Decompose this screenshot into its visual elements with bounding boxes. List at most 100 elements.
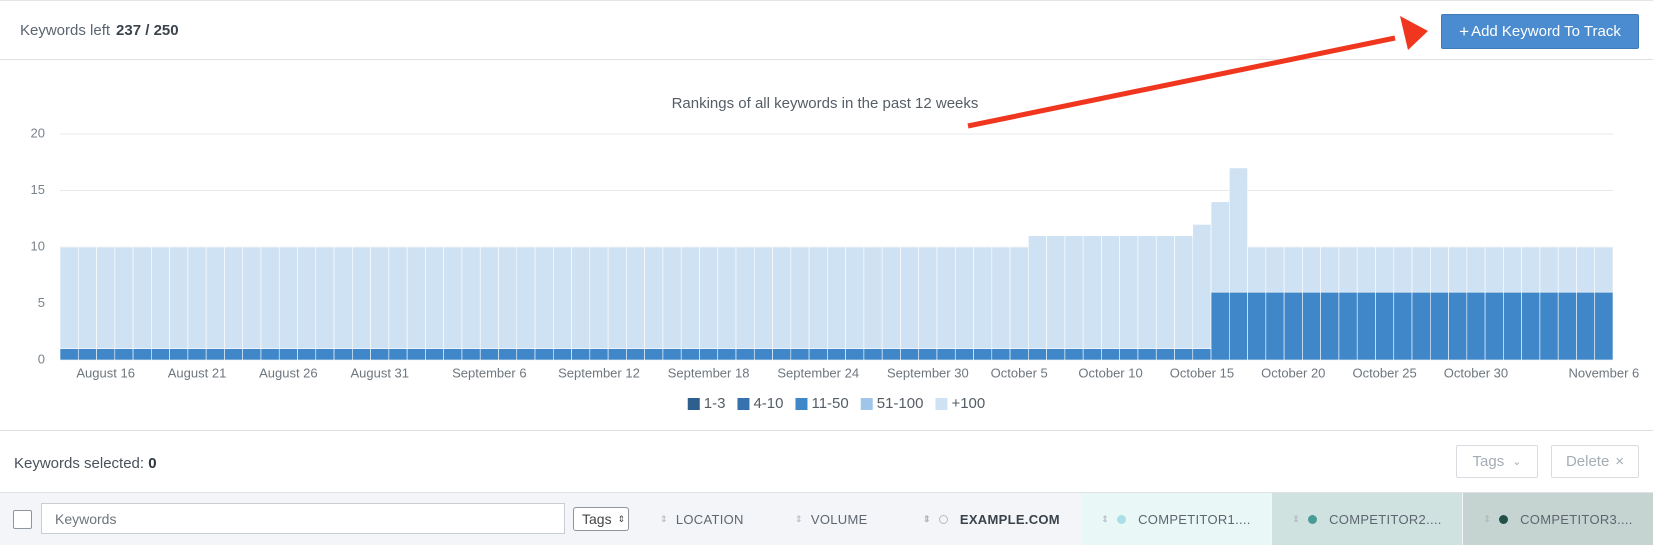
bar-segment	[918, 348, 938, 361]
x-tick-label: August 21	[168, 365, 227, 380]
top-bar: Keywords left 237 / 250 + Add Keyword To T…	[0, 0, 1653, 60]
bar-segment	[1594, 291, 1614, 361]
bar-segment	[954, 246, 974, 349]
delete-button[interactable]: Delete ×	[1551, 445, 1639, 478]
bar-segment	[1247, 291, 1267, 361]
bar-segment	[1137, 235, 1157, 349]
add-keyword-button[interactable]: + Add Keyword To Track	[1441, 14, 1639, 49]
bar-segment	[479, 348, 499, 361]
select-arrows: ⇕	[617, 513, 626, 524]
chart: Rankings of all keywords in the past 12 …	[31, 95, 1640, 412]
bar-segment	[1137, 348, 1157, 361]
sort-icon: ⇕	[1292, 514, 1301, 524]
bar-segment	[881, 348, 901, 361]
sort-icon: ⇕	[923, 514, 931, 524]
bar-segment	[918, 246, 938, 349]
legend-label: 51-100	[877, 395, 924, 412]
bar-segment	[498, 348, 518, 361]
column-competitor2[interactable]: ⇕ COMPETITOR2....	[1272, 493, 1462, 545]
column-competitor1[interactable]: ⇕ COMPETITOR1....	[1081, 493, 1271, 545]
bar-segment	[205, 348, 225, 361]
bar-segment	[1503, 246, 1522, 293]
bar-segment	[1375, 291, 1395, 361]
bar-segment	[114, 348, 134, 361]
bar-segment	[1028, 235, 1047, 349]
keyword-search[interactable]: Keywords	[41, 503, 565, 534]
column-label: EXAMPLE.COM	[959, 512, 1060, 527]
table-header: Keywords Tags ⇕ ⇕ LOCATION ⇕ VOLUME ⇕ EXAMPL…	[0, 492, 1653, 545]
bar-segment	[589, 348, 609, 361]
bar-segment	[278, 348, 298, 361]
bar-segment	[187, 246, 207, 349]
site-dot	[1117, 515, 1127, 524]
bar-segment	[59, 348, 79, 361]
bar-segment	[534, 246, 554, 349]
bar-segment	[114, 246, 134, 349]
bar-segment	[1338, 246, 1358, 293]
arrow-shaft	[967, 35, 1396, 129]
bar-segment	[753, 246, 773, 349]
column-competitor3[interactable]: ⇕ COMPETITOR3....	[1463, 493, 1653, 545]
bar-segment	[753, 348, 773, 361]
bar-segment	[827, 246, 846, 349]
add-keyword-label: Add Keyword To Track	[1471, 23, 1621, 40]
column-example[interactable]: ⇕ EXAMPLE.COM	[923, 493, 1060, 545]
bar-segment	[1210, 201, 1230, 293]
legend-swatch	[687, 398, 700, 410]
bar-segment	[626, 348, 645, 361]
bar-segment	[607, 348, 627, 361]
x-tick-label: October 20	[1261, 365, 1325, 380]
bar-segment	[973, 348, 993, 361]
bar-segment	[1484, 291, 1504, 361]
bar-segment	[699, 348, 719, 361]
bar-segment	[1265, 291, 1285, 361]
bar-segment	[900, 348, 920, 361]
column-location[interactable]: ⇕ LOCATION	[660, 493, 744, 545]
bar-segment	[260, 246, 280, 349]
bar-segment	[790, 348, 810, 361]
bar-segment	[224, 246, 244, 349]
bar-segment	[461, 246, 481, 349]
bar-segment	[297, 348, 317, 361]
bar-segment	[1119, 348, 1139, 361]
bar-segment	[224, 348, 244, 361]
tags-select[interactable]: Tags ⇕	[573, 507, 629, 531]
bar-segment	[1101, 235, 1120, 349]
bar-segment	[1557, 246, 1577, 293]
bar-segment	[534, 348, 554, 361]
bar-segment	[1101, 348, 1120, 361]
bar-segment	[169, 348, 189, 361]
bar-segment	[662, 246, 682, 349]
chevron: ⌄	[1512, 456, 1522, 468]
bar-segment	[1247, 246, 1267, 293]
bar-segment	[1338, 291, 1358, 361]
bar-segment	[77, 348, 97, 361]
tags-button[interactable]: Tags ⌄	[1456, 445, 1538, 478]
select-all-checkbox[interactable]	[13, 510, 32, 529]
bar-segment	[151, 348, 170, 361]
bar-segment	[1429, 291, 1449, 361]
bar-segment	[1028, 348, 1047, 361]
bar-segment	[1503, 291, 1522, 361]
bar-segment	[1411, 291, 1431, 361]
y-tick-label: 0	[38, 351, 45, 366]
bar-segment	[991, 348, 1011, 361]
bar-segment	[96, 348, 116, 361]
bar-segment	[881, 246, 901, 349]
bar-segment	[1320, 291, 1340, 361]
bar-segment	[863, 246, 883, 349]
bar-segment	[1229, 167, 1248, 293]
search-placeholder: Keywords	[55, 510, 117, 527]
bar-segment	[1009, 246, 1029, 349]
bar-segment	[498, 246, 518, 349]
y-tick-label: 5	[38, 295, 45, 310]
bar-segment	[808, 246, 828, 349]
x-tick-label: October 15	[1170, 365, 1234, 380]
bar-segment	[1082, 348, 1102, 361]
bar-segment	[1484, 246, 1504, 293]
bar-segment	[1539, 246, 1559, 293]
bar-segment	[443, 348, 463, 361]
bar-segment	[1119, 235, 1139, 349]
column-volume[interactable]: ⇕ VOLUME	[795, 493, 868, 545]
